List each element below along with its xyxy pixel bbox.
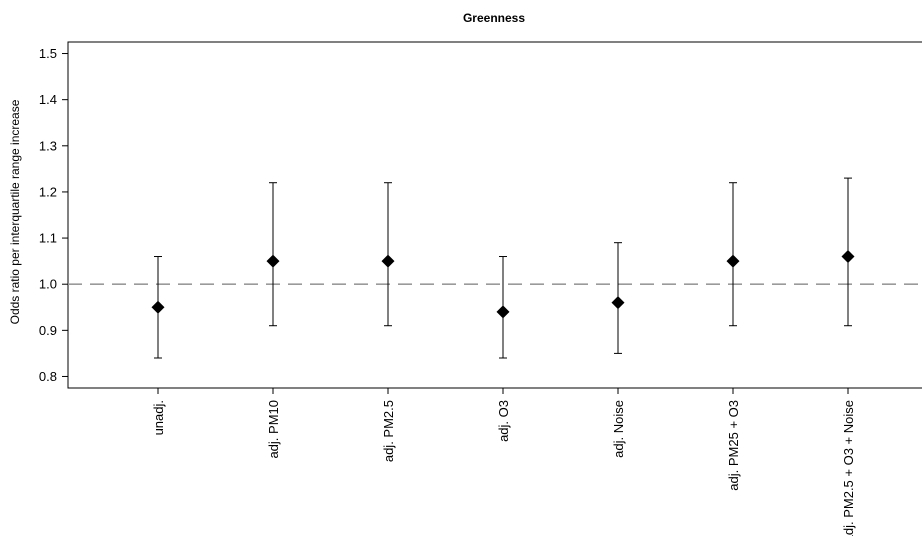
plot-frame (67, 41, 922, 389)
data-point (151, 300, 165, 314)
data-point (611, 296, 625, 310)
y-tick-label: 1.3 (39, 138, 57, 153)
x-tick-label: adj. PM25 + O3 (726, 400, 741, 491)
x-tick-label: unadj. (151, 400, 166, 435)
data-point (266, 254, 280, 268)
y-tick-label: 1.2 (39, 184, 57, 199)
y-tick-label: 1.0 (39, 277, 57, 292)
y-axis-title: Odds ratio per interquartile range incre… (8, 99, 22, 324)
y-tick-label: 0.8 (39, 369, 57, 384)
chart-title: Greenness (463, 11, 525, 25)
y-tick-label: 1.5 (39, 46, 57, 61)
x-tick-label: adj. O3 (496, 400, 511, 442)
y-tick-label: 1.1 (39, 231, 57, 246)
plot-area: 0.8 0.9 1.0 1.1 1.2 1.3 1.4 1.5 unadj. adj. PM10 a… (39, 41, 922, 536)
data-point (496, 305, 510, 319)
y-tick-label: 1.4 (39, 92, 57, 107)
y-tick-label: 0.9 (39, 323, 57, 338)
data-point (381, 254, 395, 268)
x-tick-label: adj. PM2.5 (381, 400, 396, 462)
data-point (841, 250, 855, 264)
x-tick-label: adj. PM10 (266, 400, 281, 459)
x-tick-label: adj. PM2.5 + O3 + Noise (841, 400, 856, 536)
data-point (726, 254, 740, 268)
x-tick-label: adj. Noise (611, 400, 626, 458)
